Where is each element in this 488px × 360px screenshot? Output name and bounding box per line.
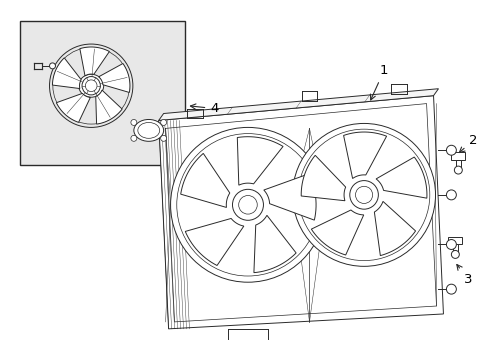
- Text: 3: 3: [456, 265, 471, 286]
- Text: 1: 1: [370, 64, 387, 100]
- Polygon shape: [253, 215, 296, 273]
- Circle shape: [453, 166, 461, 174]
- Circle shape: [161, 135, 166, 141]
- Polygon shape: [158, 96, 443, 329]
- Circle shape: [446, 145, 455, 155]
- Circle shape: [85, 80, 97, 91]
- Circle shape: [292, 123, 435, 266]
- Circle shape: [161, 120, 166, 125]
- Polygon shape: [374, 201, 415, 256]
- Ellipse shape: [138, 122, 160, 138]
- Polygon shape: [158, 89, 438, 121]
- Ellipse shape: [79, 74, 103, 97]
- Polygon shape: [80, 47, 109, 76]
- Circle shape: [82, 77, 100, 95]
- Polygon shape: [99, 63, 130, 93]
- Circle shape: [238, 195, 257, 214]
- Polygon shape: [311, 210, 363, 255]
- Circle shape: [131, 120, 137, 125]
- Polygon shape: [96, 90, 122, 124]
- Text: 2: 2: [458, 134, 476, 153]
- Polygon shape: [185, 219, 244, 265]
- Polygon shape: [264, 174, 315, 220]
- Ellipse shape: [344, 177, 383, 213]
- Circle shape: [446, 190, 455, 200]
- Ellipse shape: [226, 185, 269, 224]
- Circle shape: [450, 251, 458, 258]
- Circle shape: [49, 63, 55, 69]
- Circle shape: [131, 135, 137, 141]
- Circle shape: [446, 239, 455, 249]
- Ellipse shape: [134, 120, 163, 141]
- Polygon shape: [455, 160, 460, 170]
- Circle shape: [170, 127, 325, 282]
- Circle shape: [446, 284, 455, 294]
- Circle shape: [349, 181, 378, 209]
- Polygon shape: [375, 157, 426, 198]
- Polygon shape: [301, 155, 345, 201]
- Polygon shape: [343, 132, 386, 179]
- Polygon shape: [52, 58, 81, 89]
- Circle shape: [355, 186, 372, 203]
- Polygon shape: [237, 137, 283, 185]
- Text: 4: 4: [190, 102, 218, 115]
- FancyBboxPatch shape: [20, 21, 185, 165]
- Polygon shape: [56, 93, 90, 122]
- Polygon shape: [450, 152, 464, 160]
- Polygon shape: [447, 237, 461, 244]
- Polygon shape: [452, 244, 457, 255]
- Circle shape: [232, 189, 263, 220]
- Polygon shape: [181, 153, 229, 207]
